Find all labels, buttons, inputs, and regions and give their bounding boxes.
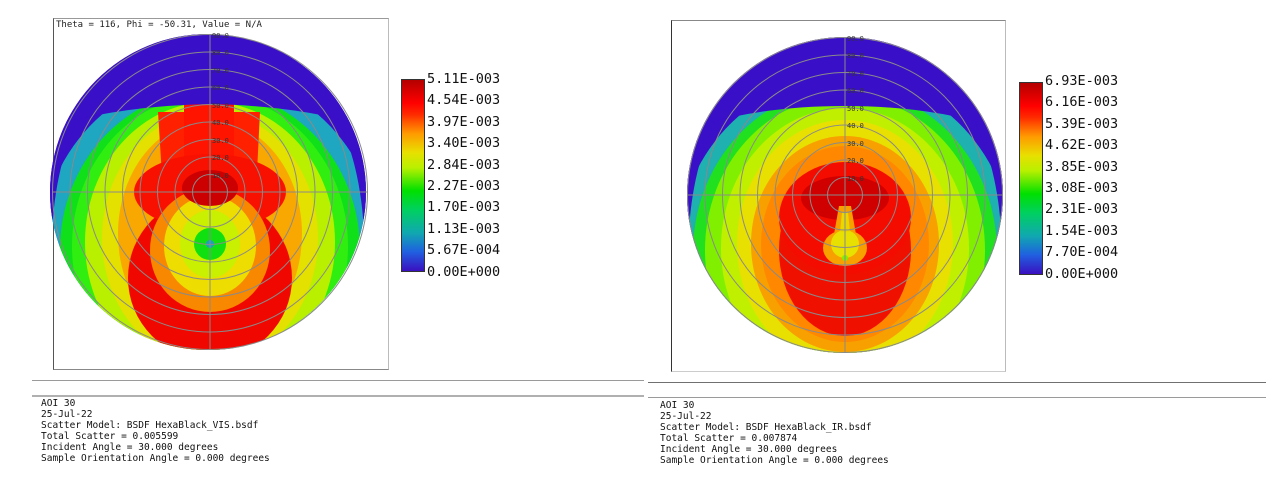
scatter-model: Scatter Model: BSDF HexaBlack_IR.bsdf (660, 422, 872, 433)
svg-text:20.0: 20.0 (847, 157, 864, 165)
scatter-model: Scatter Model: BSDF HexaBlack_VIS.bsdf (41, 420, 259, 431)
radial-tick-labels: 10.0 20.0 30.0 40.0 50.0 60.0 70.0 80.0 … (212, 32, 229, 180)
svg-text:80.0: 80.0 (212, 49, 229, 57)
aoi-label: AOI 30 (41, 398, 76, 409)
svg-text:10.0: 10.0 (847, 175, 864, 183)
sample-orientation: Sample Orientation Angle = 0.000 degrees (41, 453, 270, 464)
aoi-label: AOI 30 (660, 400, 695, 411)
left-colorbar (401, 79, 425, 272)
total-scatter: Total Scatter = 0.005599 (41, 431, 179, 442)
svg-text:70.0: 70.0 (212, 67, 229, 75)
svg-text:90.0: 90.0 (847, 35, 864, 43)
date-label: 25-Jul-22 (660, 411, 712, 422)
svg-text:70.0: 70.0 (847, 70, 864, 78)
svg-text:40.0: 40.0 (212, 119, 229, 127)
svg-text:60.0: 60.0 (847, 87, 864, 95)
sample-orientation: Sample Orientation Angle = 0.000 degrees (660, 455, 889, 466)
cursor-readout: Theta = 116, Phi = -50.31, Value = N/A (56, 20, 262, 30)
radial-tick-labels: 10.0 20.0 30.0 40.0 50.0 60.0 70.0 80.0 … (847, 35, 864, 183)
left-colorbar-labels: 5.11E-003 4.54E-003 3.97E-003 3.40E-003 … (427, 71, 501, 280)
right-colorbar (1019, 82, 1043, 275)
total-scatter: Total Scatter = 0.007874 (660, 433, 798, 444)
svg-text:20.0: 20.0 (212, 154, 229, 162)
svg-text:10.0: 10.0 (212, 172, 229, 180)
svg-text:80.0: 80.0 (847, 52, 864, 60)
incident-angle: Incident Angle = 30.000 degrees (41, 442, 219, 453)
svg-text:50.0: 50.0 (212, 102, 229, 110)
svg-text:90.0: 90.0 (212, 32, 229, 40)
left-polar-map[interactable]: 10.0 20.0 30.0 40.0 50.0 60.0 70.0 80.0 … (38, 20, 378, 360)
right-polar-map[interactable]: 10.0 20.0 30.0 40.0 50.0 60.0 70.0 80.0 … (675, 22, 1015, 362)
incident-angle: Incident Angle = 30.000 degrees (660, 444, 838, 455)
left-divider-top (32, 380, 644, 381)
svg-text:50.0: 50.0 (847, 105, 864, 113)
left-divider-bottom (32, 395, 644, 397)
date-label: 25-Jul-22 (41, 409, 93, 420)
right-divider-top (648, 382, 1266, 383)
svg-text:40.0: 40.0 (847, 122, 864, 130)
right-info-block: AOI 30 25-Jul-22 Scatter Model: BSDF Hex… (660, 400, 889, 466)
right-colorbar-labels: 6.93E-003 6.16E-003 5.39E-003 4.62E-003 … (1045, 73, 1119, 282)
svg-text:30.0: 30.0 (847, 140, 864, 148)
svg-text:30.0: 30.0 (212, 137, 229, 145)
left-info-block: AOI 30 25-Jul-22 Scatter Model: BSDF Hex… (41, 398, 270, 464)
right-divider-bottom (648, 397, 1266, 398)
svg-text:60.0: 60.0 (212, 84, 229, 92)
